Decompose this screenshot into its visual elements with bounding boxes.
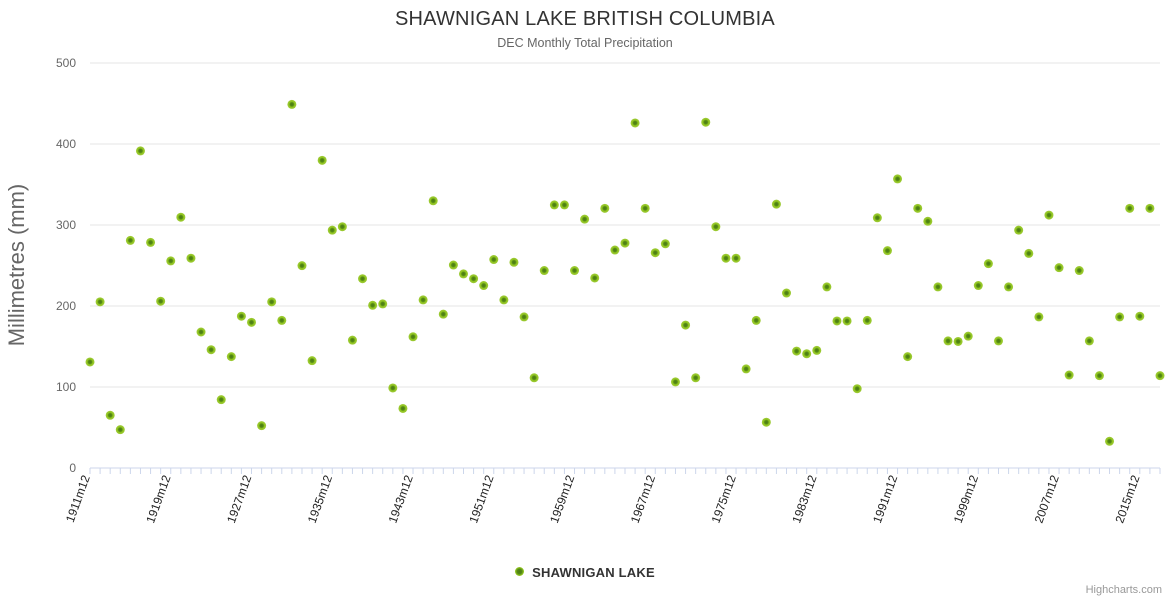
svg-text:1927m12: 1927m12	[224, 473, 254, 525]
svg-text:2007m12: 2007m12	[1032, 473, 1062, 525]
svg-text:100: 100	[56, 380, 76, 394]
svg-text:1991m12: 1991m12	[870, 473, 900, 525]
svg-text:2015m12: 2015m12	[1112, 473, 1142, 525]
svg-text:1967m12: 1967m12	[628, 473, 658, 525]
svg-text:1935m12: 1935m12	[305, 473, 335, 525]
svg-text:300: 300	[56, 218, 76, 232]
svg-text:1919m12: 1919m12	[143, 473, 173, 525]
svg-text:1959m12: 1959m12	[547, 473, 577, 525]
svg-text:500: 500	[56, 56, 76, 70]
svg-text:1999m12: 1999m12	[951, 473, 981, 525]
svg-text:200: 200	[56, 299, 76, 313]
svg-text:1983m12: 1983m12	[789, 473, 819, 525]
svg-text:1975m12: 1975m12	[709, 473, 739, 525]
svg-text:1911m12: 1911m12	[63, 473, 93, 524]
svg-text:1943m12: 1943m12	[386, 473, 416, 525]
svg-text:400: 400	[56, 137, 76, 151]
svg-text:0: 0	[69, 461, 76, 475]
svg-text:1951m12: 1951m12	[466, 473, 496, 525]
